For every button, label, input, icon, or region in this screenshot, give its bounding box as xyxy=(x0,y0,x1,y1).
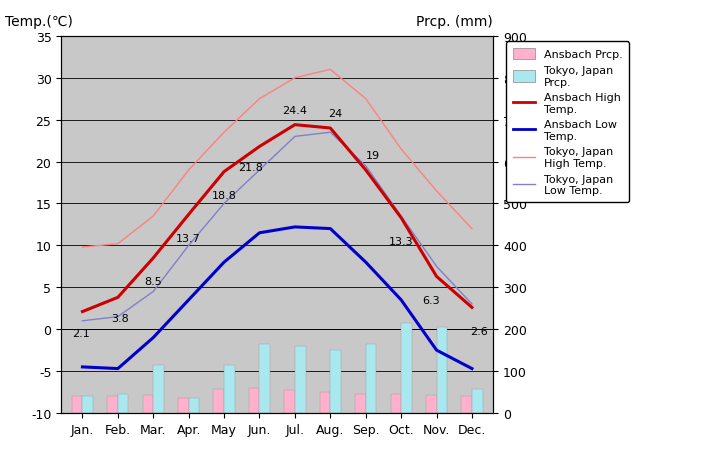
Bar xyxy=(401,323,412,413)
Bar xyxy=(472,389,482,413)
Bar xyxy=(143,396,153,413)
Bar xyxy=(320,392,330,413)
Text: 3.8: 3.8 xyxy=(111,313,128,324)
Text: 13.7: 13.7 xyxy=(176,233,201,243)
Bar xyxy=(153,365,164,413)
Legend: Ansbach Prcp., Tokyo, Japan
Prcp., Ansbach High
Temp., Ansbach Low
Temp., Tokyo,: Ansbach Prcp., Tokyo, Japan Prcp., Ansba… xyxy=(506,42,629,202)
Bar xyxy=(284,390,295,413)
Bar xyxy=(436,327,447,413)
Bar xyxy=(366,344,377,413)
Bar xyxy=(390,394,401,413)
Bar xyxy=(83,397,93,413)
Bar xyxy=(330,350,341,413)
Bar xyxy=(178,398,189,413)
Text: 24: 24 xyxy=(328,109,343,119)
Text: Temp.(℃): Temp.(℃) xyxy=(5,15,73,29)
Bar xyxy=(118,394,128,413)
Text: 2.1: 2.1 xyxy=(72,328,89,338)
Text: 8.5: 8.5 xyxy=(145,277,162,287)
Bar xyxy=(426,396,436,413)
Bar xyxy=(295,346,305,413)
Bar xyxy=(462,397,472,413)
Text: 13.3: 13.3 xyxy=(389,237,413,246)
Text: Prcp. (mm): Prcp. (mm) xyxy=(416,15,493,29)
Text: 19: 19 xyxy=(366,151,380,161)
Text: 6.3: 6.3 xyxy=(423,295,440,305)
Text: 2.6: 2.6 xyxy=(470,326,488,336)
Bar xyxy=(213,389,224,413)
Bar xyxy=(72,397,83,413)
Text: 18.8: 18.8 xyxy=(212,190,237,201)
Bar xyxy=(259,344,270,413)
Bar xyxy=(355,394,366,413)
Bar xyxy=(249,388,259,413)
Bar xyxy=(107,397,118,413)
Text: 21.8: 21.8 xyxy=(238,163,263,173)
Bar xyxy=(224,365,235,413)
Text: 24.4: 24.4 xyxy=(282,105,307,115)
Bar xyxy=(189,398,199,413)
